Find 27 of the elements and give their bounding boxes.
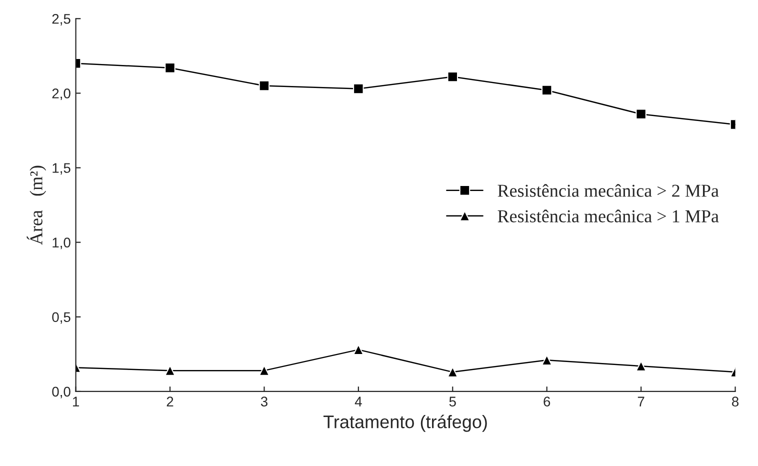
x-tick-label: 6 — [544, 396, 550, 407]
point — [447, 366, 458, 378]
x-tick-label: 7 — [638, 396, 644, 406]
x-tick-label: 5 — [449, 396, 456, 407]
y-axis-title: Área (m²) — [26, 166, 46, 245]
legend-label: Resistência mecânica > 2 MPa — [498, 184, 719, 197]
point — [636, 108, 646, 120]
y-tick-label: 1,0 — [52, 238, 70, 250]
point — [353, 83, 364, 94]
y-tick-label: 2,5 — [52, 14, 70, 26]
point — [164, 62, 176, 74]
y-tick-label: 2,0 — [52, 88, 70, 100]
x-tick-label: 1 — [72, 396, 79, 406]
x-tick-label: 8 — [732, 396, 739, 407]
y-tick-label: 1,5 — [52, 163, 70, 175]
y-tick-label: 0,5 — [52, 312, 70, 324]
point — [258, 365, 270, 376]
x-tick-label: 4 — [354, 396, 362, 406]
point — [447, 71, 458, 82]
y-tick-label: 0,0 — [52, 386, 70, 398]
x-axis-title: Tratamento (tráfego) — [323, 414, 487, 432]
legend-label: Resistência mecânica > 1 MPa — [498, 210, 719, 222]
point — [164, 365, 176, 376]
point — [541, 84, 552, 96]
x-tick-label: 2 — [166, 396, 174, 406]
x-tick-label: 3 — [260, 396, 268, 407]
point — [258, 80, 270, 92]
